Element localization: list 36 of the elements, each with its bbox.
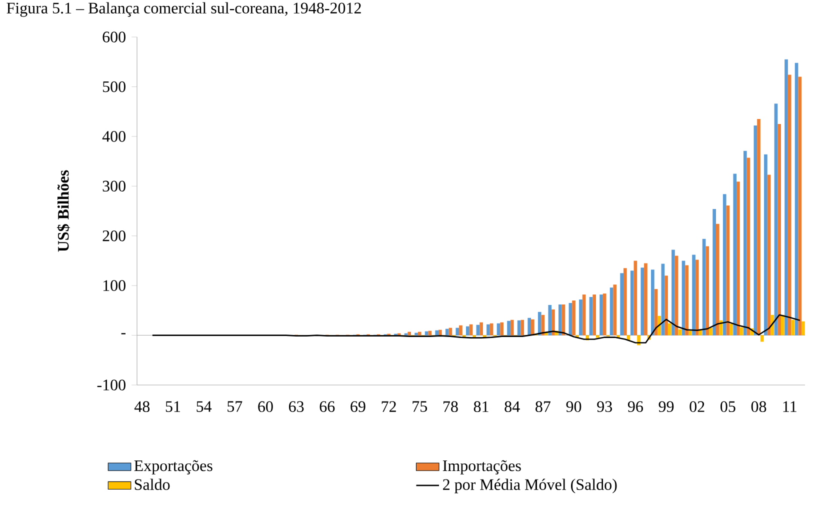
x-tick-label: 75 xyxy=(412,401,428,412)
legend-label: Saldo xyxy=(134,478,170,490)
legend-label: 2 por Média Móvel (Saldo) xyxy=(443,478,617,494)
x-tick-label: 11 xyxy=(783,401,796,412)
legend-label: Exportações xyxy=(134,460,212,474)
y-tick-label: 300 xyxy=(102,180,126,192)
y-tick-label: 600 xyxy=(102,32,126,42)
x-tick-label: 54 xyxy=(196,401,212,412)
x-tick-label: 60 xyxy=(258,401,273,412)
x-tick-label: 66 xyxy=(320,401,335,412)
x-tick-label: 90 xyxy=(566,401,582,412)
y-tick-label: - xyxy=(121,333,126,334)
legend-label: Importações xyxy=(442,460,521,474)
y-tick-label: 100 xyxy=(103,280,126,291)
y-tick-label: 200 xyxy=(102,230,126,242)
x-tick-label: 72 xyxy=(382,401,396,412)
x-tick-label: 96 xyxy=(628,401,643,412)
x-tick-label: 93 xyxy=(597,401,612,412)
chart-title: Figura 5.1 – Balança comercial sul-coreana, 1948-2012 xyxy=(6,2,361,17)
x-tick-label: 57 xyxy=(228,401,242,412)
x-tick-label: 84 xyxy=(504,401,520,412)
x-tick-label: 51 xyxy=(166,401,180,412)
x-tick-label: 99 xyxy=(658,401,674,412)
y-tick-label: 500 xyxy=(102,81,126,92)
x-tick-label: 48 xyxy=(134,401,150,412)
x-tick-label: 05 xyxy=(720,401,736,412)
x-tick-label: 69 xyxy=(350,401,366,412)
x-tick-label: 63 xyxy=(288,401,304,412)
x-tick-label: 78 xyxy=(444,401,458,412)
x-tick-label: 02 xyxy=(690,401,704,412)
y-tick-label: 400 xyxy=(102,131,126,142)
y-tick-label: -100 xyxy=(97,380,126,390)
y-axis-title: US$ Bilhões xyxy=(57,170,70,252)
x-tick-label: 08 xyxy=(751,401,766,412)
x-tick-label: 81 xyxy=(474,401,488,412)
x-tick-label: 87 xyxy=(536,401,550,412)
